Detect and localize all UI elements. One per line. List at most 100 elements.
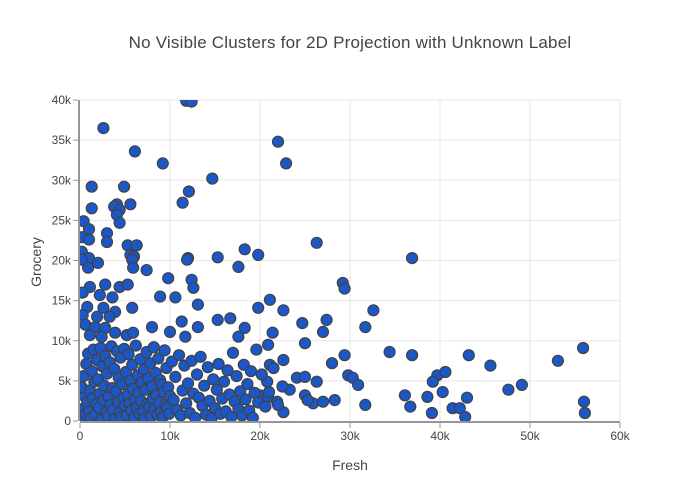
scatter-point[interactable] <box>80 318 92 331</box>
scatter-point[interactable] <box>310 375 323 388</box>
scatter-point[interactable] <box>359 398 372 411</box>
scatter-point[interactable] <box>85 180 98 193</box>
scatter-point[interactable] <box>439 365 452 379</box>
scatter-point[interactable] <box>77 286 89 299</box>
scatter-point[interactable] <box>212 357 225 371</box>
scatter-point[interactable] <box>316 395 330 408</box>
scatter-point[interactable] <box>124 198 137 211</box>
scatter-point[interactable] <box>191 298 204 311</box>
scatter-point[interactable] <box>460 391 474 404</box>
scatter-point[interactable] <box>277 304 290 317</box>
scatter-point[interactable] <box>502 383 515 396</box>
scatter-point[interactable] <box>232 260 245 273</box>
scatter-point[interactable] <box>91 256 105 269</box>
scatter-point[interactable] <box>255 368 268 381</box>
scatter-point[interactable] <box>129 339 142 352</box>
scatter-point[interactable] <box>198 379 211 392</box>
scatter-point[interactable] <box>359 321 372 334</box>
scatter-point[interactable] <box>367 304 380 317</box>
scatter-point[interactable] <box>224 312 237 325</box>
scatter-point[interactable] <box>126 301 139 314</box>
scatter-point[interactable] <box>338 349 351 362</box>
scatter-point[interactable] <box>128 145 141 158</box>
scatter-point[interactable] <box>436 386 449 399</box>
scatter-point[interactable] <box>185 96 198 108</box>
scatter-point[interactable] <box>383 345 396 359</box>
scatter-point[interactable] <box>316 325 330 338</box>
scatter-point[interactable] <box>117 180 131 193</box>
scatter-point[interactable] <box>145 321 159 334</box>
scatter-point[interactable] <box>238 321 251 334</box>
scatter-point[interactable] <box>252 301 265 314</box>
scatter-point[interactable] <box>271 135 285 148</box>
scatter-point[interactable] <box>298 337 312 350</box>
scatter-point[interactable] <box>211 251 224 264</box>
scatter-point[interactable] <box>239 393 252 406</box>
scatter-point[interactable] <box>121 278 134 291</box>
scatter-point[interactable] <box>453 402 466 415</box>
scatter-point[interactable] <box>154 290 167 303</box>
scatter-point[interactable] <box>181 377 195 390</box>
scatter-point[interactable] <box>266 326 279 339</box>
scatter-point[interactable] <box>97 301 110 314</box>
scatter-point[interactable] <box>182 185 195 198</box>
scatter-point[interactable] <box>276 380 289 393</box>
scatter-point[interactable] <box>296 317 309 330</box>
scatter-point[interactable] <box>217 375 231 388</box>
scatter-point[interactable] <box>425 406 438 420</box>
scatter-point[interactable] <box>271 398 285 411</box>
scatter-point[interactable] <box>246 411 259 423</box>
scatter-point[interactable] <box>97 122 110 135</box>
scatter-point[interactable] <box>103 310 116 323</box>
scatter-point[interactable] <box>426 375 439 388</box>
scatter-point[interactable] <box>515 378 529 391</box>
scatter-point[interactable] <box>95 330 108 343</box>
scatter-point[interactable] <box>244 365 258 378</box>
scatter-point[interactable] <box>206 172 219 185</box>
scatter-point[interactable] <box>162 272 175 285</box>
scatter-point[interactable] <box>459 410 472 423</box>
scatter-point[interactable] <box>127 326 140 339</box>
scatter-point[interactable] <box>298 370 312 383</box>
scatter-point[interactable] <box>172 349 186 362</box>
scatter-point[interactable] <box>169 291 182 304</box>
scatter-point[interactable] <box>176 196 189 209</box>
scatter-point[interactable] <box>187 281 200 294</box>
scatter-point[interactable] <box>140 264 153 277</box>
scatter-point[interactable] <box>100 235 114 249</box>
scatter-point[interactable] <box>263 293 276 306</box>
scatter-point[interactable] <box>232 330 245 343</box>
scatter-point[interactable] <box>108 326 122 339</box>
scatter-point[interactable] <box>113 216 126 229</box>
scatter-point[interactable] <box>325 357 339 370</box>
scatter-point[interactable] <box>207 373 220 386</box>
scatter-point[interactable] <box>310 236 323 249</box>
scatter-point[interactable] <box>93 288 106 302</box>
scatter-point[interactable] <box>462 349 475 362</box>
scatter-point[interactable] <box>191 321 204 334</box>
scatter-point[interactable] <box>83 329 97 342</box>
scatter-point[interactable] <box>90 310 104 323</box>
scatter-point[interactable] <box>158 344 171 357</box>
scatter-point[interactable] <box>81 261 95 274</box>
scatter-point[interactable] <box>106 291 119 304</box>
scatter-point[interactable] <box>421 390 434 403</box>
scatter-point[interactable] <box>406 252 419 265</box>
scatter-point[interactable] <box>152 352 165 365</box>
scatter-point[interactable] <box>189 411 202 423</box>
scatter-point[interactable] <box>252 248 265 261</box>
scatter-point[interactable] <box>127 261 140 274</box>
scatter-point[interactable] <box>99 278 112 291</box>
scatter-point[interactable] <box>82 233 96 246</box>
scatter-point[interactable] <box>169 370 182 383</box>
scatter-point[interactable] <box>551 354 565 367</box>
scatter-point[interactable] <box>277 353 290 367</box>
scatter-point[interactable] <box>328 394 341 407</box>
scatter-point[interactable] <box>190 368 204 381</box>
scatter-point[interactable] <box>210 383 223 396</box>
scatter-point[interactable] <box>267 361 280 375</box>
scatter-point[interactable] <box>226 346 240 359</box>
scatter-point[interactable] <box>262 338 275 351</box>
scatter-point[interactable] <box>181 253 194 266</box>
